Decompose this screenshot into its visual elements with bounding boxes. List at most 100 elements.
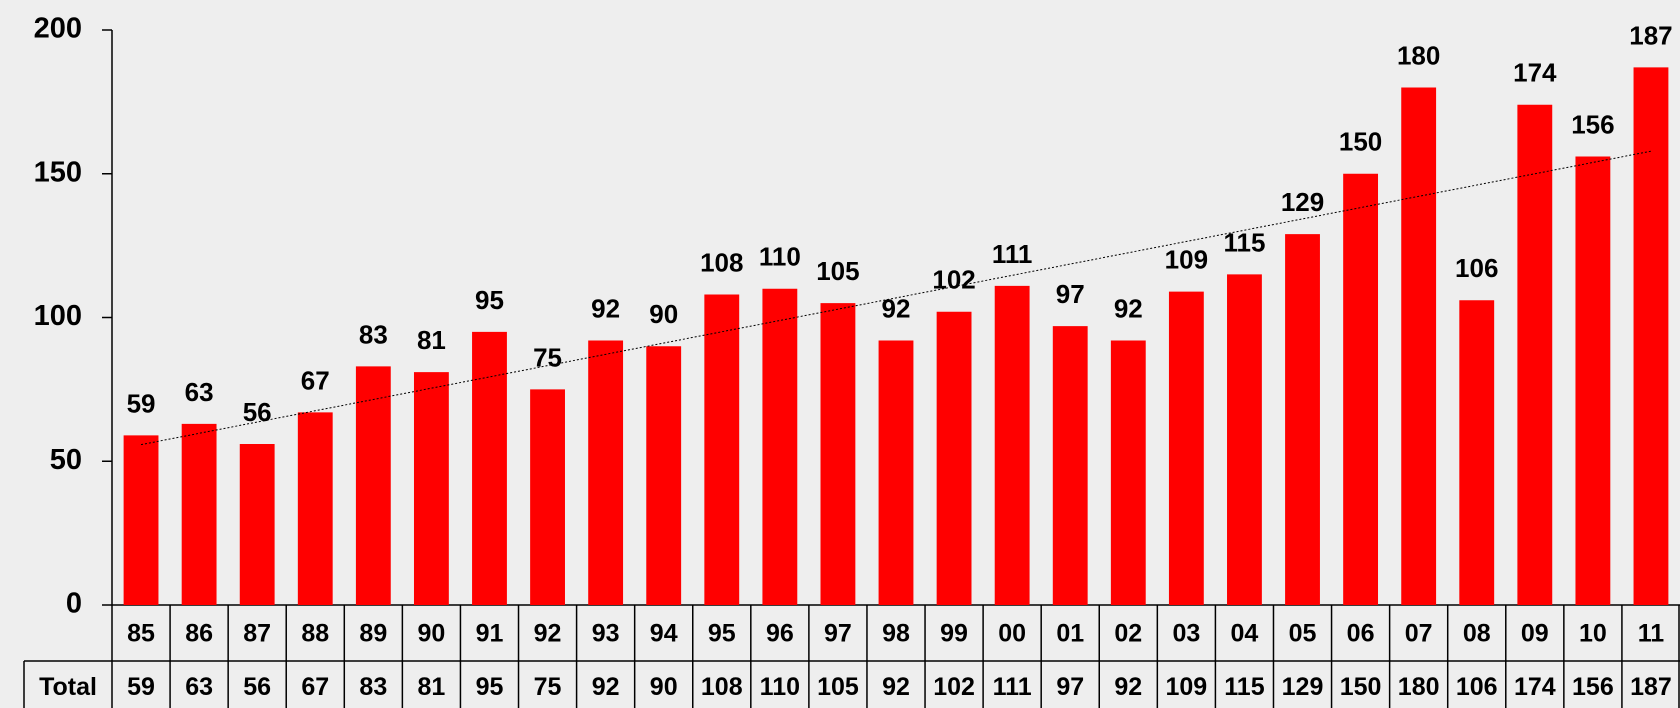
bar bbox=[1517, 104, 1553, 605]
data-label: 102 bbox=[932, 265, 975, 295]
bar bbox=[239, 444, 275, 605]
table-value: 105 bbox=[817, 673, 859, 701]
bar bbox=[1633, 67, 1669, 605]
y-tick-label: 150 bbox=[34, 156, 82, 188]
bar bbox=[1168, 291, 1204, 605]
bar bbox=[1110, 340, 1146, 605]
bar bbox=[297, 412, 333, 605]
bar bbox=[181, 423, 217, 605]
x-tick-label: 07 bbox=[1405, 620, 1433, 648]
bar bbox=[472, 331, 507, 605]
x-tick-label: 88 bbox=[301, 620, 329, 648]
x-tick-label: 09 bbox=[1521, 620, 1549, 648]
x-tick-label: 99 bbox=[940, 620, 968, 648]
bar bbox=[413, 372, 449, 605]
x-tick-label: 00 bbox=[998, 620, 1026, 648]
data-label: 59 bbox=[127, 388, 156, 418]
data-label: 108 bbox=[700, 247, 743, 277]
table-value: 108 bbox=[701, 673, 743, 701]
x-tick-label: 11 bbox=[1638, 620, 1665, 648]
table-value: 110 bbox=[760, 673, 800, 701]
bar bbox=[646, 346, 682, 605]
x-tick-label: 98 bbox=[882, 620, 910, 648]
x-tick-label: 86 bbox=[185, 620, 213, 648]
bar bbox=[820, 303, 856, 605]
bar bbox=[936, 311, 972, 605]
bar bbox=[1227, 274, 1262, 605]
table-value: 111 bbox=[993, 673, 1032, 701]
x-tick-label: 04 bbox=[1231, 620, 1259, 648]
table-value: 75 bbox=[534, 673, 562, 701]
x-tick-label: 91 bbox=[476, 620, 504, 648]
table-value: 102 bbox=[933, 673, 975, 701]
x-tick-label: 94 bbox=[650, 620, 678, 648]
x-tick-label: 90 bbox=[418, 620, 446, 648]
table-value: 83 bbox=[359, 673, 387, 701]
x-tick-label: 06 bbox=[1347, 620, 1375, 648]
x-tick-label: 96 bbox=[766, 620, 794, 648]
data-label: 110 bbox=[759, 242, 801, 272]
data-label: 95 bbox=[475, 285, 504, 315]
bar bbox=[355, 366, 391, 605]
data-label: 150 bbox=[1339, 127, 1382, 157]
data-label: 67 bbox=[301, 365, 330, 395]
table-value: 81 bbox=[418, 673, 446, 701]
data-label: 106 bbox=[1455, 253, 1498, 283]
x-tick-label: 02 bbox=[1114, 620, 1142, 648]
trendline bbox=[140, 150, 1652, 446]
y-tick-label: 0 bbox=[66, 588, 82, 620]
table-row-label: Total bbox=[39, 673, 97, 701]
data-label: 83 bbox=[359, 319, 388, 349]
data-label: 92 bbox=[1114, 293, 1143, 323]
bar bbox=[1459, 300, 1495, 605]
x-tick-label: 03 bbox=[1172, 620, 1200, 648]
x-tick-label: 10 bbox=[1579, 620, 1607, 648]
y-tick-label: 200 bbox=[34, 13, 82, 45]
data-label: 109 bbox=[1165, 245, 1208, 275]
x-tick-label: 85 bbox=[127, 620, 155, 648]
table-value: 115 bbox=[1224, 673, 1264, 701]
bar bbox=[994, 285, 1030, 605]
data-label: 97 bbox=[1056, 279, 1085, 309]
table-value: 59 bbox=[127, 673, 155, 701]
table-value: 90 bbox=[650, 673, 678, 701]
bar bbox=[762, 288, 798, 605]
y-tick-label: 100 bbox=[34, 300, 82, 332]
table-value: 187 bbox=[1630, 673, 1672, 701]
data-label: 129 bbox=[1281, 187, 1324, 217]
x-tick-label: 08 bbox=[1463, 620, 1491, 648]
table-value: 95 bbox=[476, 673, 504, 701]
table-value: 174 bbox=[1514, 673, 1556, 701]
data-label: 90 bbox=[649, 299, 678, 329]
table-value: 150 bbox=[1340, 673, 1382, 701]
data-label: 111 bbox=[992, 239, 1033, 269]
data-label: 180 bbox=[1397, 40, 1440, 70]
x-tick-label: 05 bbox=[1289, 620, 1317, 648]
table-value: 156 bbox=[1572, 673, 1614, 701]
table-value: 129 bbox=[1282, 673, 1324, 701]
bar bbox=[588, 340, 624, 605]
data-label: 56 bbox=[243, 397, 272, 427]
y-tick-label: 50 bbox=[50, 444, 82, 476]
table-value: 92 bbox=[592, 673, 620, 701]
bar bbox=[530, 389, 565, 605]
data-label: 63 bbox=[185, 377, 214, 407]
table-value: 106 bbox=[1456, 673, 1498, 701]
table-value: 180 bbox=[1398, 673, 1440, 701]
x-tick-label: 92 bbox=[534, 620, 562, 648]
table-value: 63 bbox=[185, 673, 213, 701]
bar bbox=[123, 435, 159, 605]
bar bbox=[878, 340, 914, 605]
x-tick-label: 95 bbox=[708, 620, 736, 648]
bar bbox=[1285, 234, 1320, 605]
x-tick-label: 87 bbox=[243, 620, 271, 648]
table-value: 97 bbox=[1056, 673, 1084, 701]
bar bbox=[1343, 173, 1379, 605]
bar bbox=[1575, 156, 1611, 605]
table-value: 67 bbox=[301, 673, 329, 701]
data-label: 105 bbox=[816, 256, 859, 286]
table-value: 92 bbox=[882, 673, 910, 701]
bar bbox=[704, 294, 740, 605]
x-tick-label: 97 bbox=[824, 620, 852, 648]
